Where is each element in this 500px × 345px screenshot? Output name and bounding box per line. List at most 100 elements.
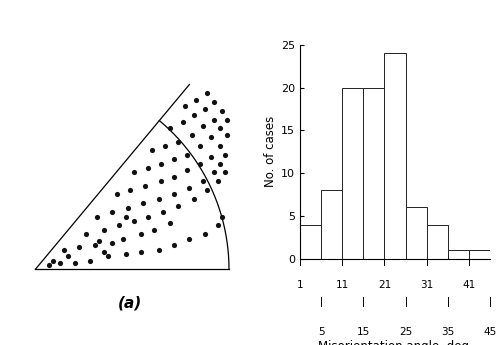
- Bar: [384, 53, 406, 259]
- Point: [170, 157, 178, 162]
- Point: [108, 240, 116, 246]
- Point: [220, 152, 228, 158]
- Point: [210, 170, 218, 175]
- Point: [186, 236, 194, 241]
- Bar: [364, 88, 384, 259]
- Text: 25: 25: [399, 327, 412, 337]
- Point: [214, 179, 222, 184]
- Text: 1: 1: [296, 280, 304, 290]
- Point: [144, 165, 152, 171]
- Point: [223, 132, 231, 138]
- Point: [188, 132, 196, 138]
- Point: [86, 258, 94, 263]
- Point: [95, 238, 103, 244]
- Point: [186, 185, 194, 191]
- Point: [82, 231, 90, 237]
- Bar: [448, 250, 469, 259]
- Point: [100, 227, 108, 233]
- Text: (a): (a): [118, 296, 142, 311]
- Point: [159, 209, 167, 215]
- Text: 15: 15: [356, 327, 370, 337]
- Point: [174, 203, 182, 208]
- Point: [148, 148, 156, 153]
- Point: [100, 249, 108, 255]
- Bar: [406, 207, 426, 259]
- Point: [170, 242, 178, 248]
- Point: [208, 154, 216, 160]
- Point: [170, 174, 178, 180]
- Point: [192, 97, 200, 103]
- Point: [210, 117, 218, 122]
- Point: [154, 196, 162, 202]
- Point: [137, 249, 145, 255]
- Point: [218, 214, 226, 219]
- Point: [196, 143, 204, 149]
- Text: 31: 31: [420, 280, 434, 290]
- Point: [203, 187, 211, 193]
- Point: [183, 152, 191, 158]
- Point: [108, 209, 116, 215]
- Point: [122, 251, 130, 257]
- Point: [150, 227, 158, 233]
- Point: [166, 220, 173, 226]
- Point: [49, 258, 57, 263]
- Bar: [426, 225, 448, 259]
- Point: [76, 245, 84, 250]
- Point: [154, 247, 162, 252]
- Point: [137, 231, 145, 237]
- Point: [157, 179, 165, 184]
- Point: [130, 170, 138, 175]
- Point: [183, 168, 191, 173]
- Bar: [321, 190, 342, 259]
- Point: [220, 170, 228, 175]
- Y-axis label: No. of cases: No. of cases: [264, 116, 277, 187]
- Point: [124, 205, 132, 210]
- Point: [120, 236, 128, 241]
- Bar: [469, 250, 490, 259]
- Point: [157, 161, 165, 166]
- Point: [198, 124, 206, 129]
- Point: [142, 183, 150, 188]
- Point: [196, 161, 204, 166]
- Point: [201, 106, 209, 111]
- Point: [216, 143, 224, 149]
- Point: [139, 200, 147, 206]
- Point: [190, 196, 198, 202]
- Point: [174, 139, 182, 145]
- Point: [113, 192, 121, 197]
- Point: [93, 214, 101, 219]
- Point: [56, 260, 64, 265]
- Text: Misorientation angle, deg.: Misorientation angle, deg.: [318, 340, 472, 345]
- Point: [64, 253, 72, 259]
- Point: [60, 247, 68, 252]
- Point: [170, 192, 178, 197]
- Text: 41: 41: [462, 280, 475, 290]
- Point: [144, 214, 152, 219]
- Point: [198, 179, 206, 184]
- Point: [223, 117, 231, 122]
- Point: [210, 99, 218, 105]
- Point: [190, 112, 198, 118]
- Text: 45: 45: [484, 327, 496, 337]
- Point: [218, 108, 226, 114]
- Point: [161, 143, 169, 149]
- Text: 11: 11: [336, 280, 349, 290]
- Point: [179, 119, 187, 125]
- Point: [71, 260, 79, 265]
- Point: [181, 104, 189, 109]
- Point: [208, 135, 216, 140]
- Point: [216, 126, 224, 131]
- Point: [126, 187, 134, 193]
- Point: [216, 161, 224, 166]
- Point: [203, 90, 211, 96]
- Point: [166, 126, 173, 131]
- Point: [115, 223, 123, 228]
- Point: [214, 223, 222, 228]
- Point: [44, 262, 52, 268]
- Point: [91, 242, 99, 248]
- Bar: [342, 88, 363, 259]
- Point: [104, 253, 112, 259]
- Text: 5: 5: [318, 327, 324, 337]
- Bar: [300, 225, 321, 259]
- Text: 35: 35: [441, 327, 454, 337]
